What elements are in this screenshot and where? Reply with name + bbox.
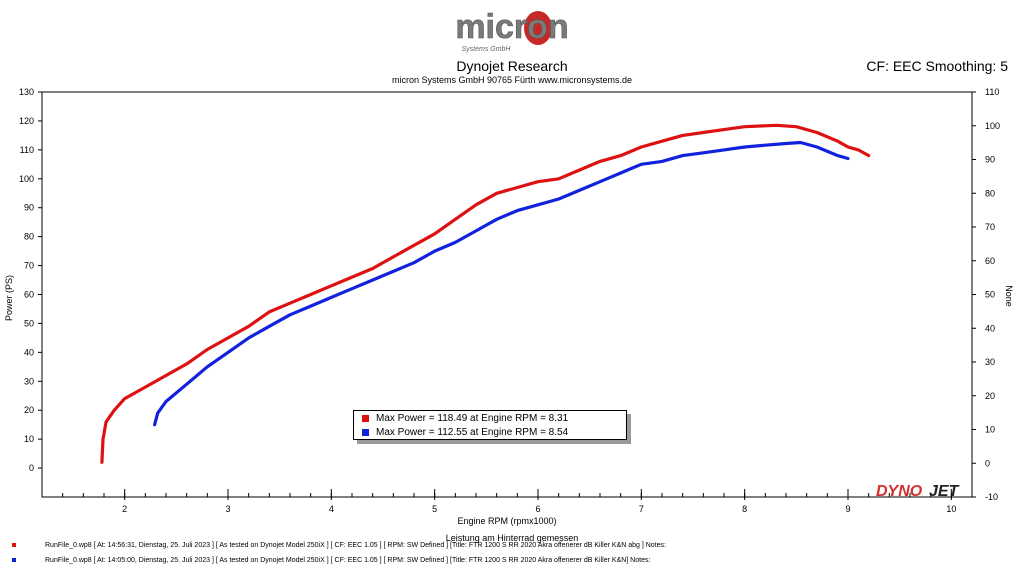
y-tick-label: 40 [24,347,34,357]
y-tick-label: 110 [20,145,34,155]
y-tick-label: 120 [19,116,34,126]
y2-tick-label: 80 [985,188,995,198]
x-tick-label: 6 [535,504,540,514]
y-axis-label: Power (PS) [4,275,14,321]
x-tick-label: 5 [432,504,437,514]
micron-logo: micron Systems GmbH [455,8,569,53]
chart-subtitle: micron Systems GmbH 90765 Fürth www.micr… [391,75,633,85]
x-tick-label: 10 [946,504,956,514]
legend-text: Max Power = 112.55 at Engine RPM = 8.54 [376,427,569,438]
x-tick-label: 4 [329,504,334,514]
y2-axis-label: None [1004,285,1014,307]
x-tick-label: 2 [122,504,127,514]
run-color-marker [12,543,16,547]
y-tick-label: 130 [19,87,34,97]
y2-tick-label: 70 [985,222,995,232]
y2-tick-label: 60 [985,256,995,266]
y-tick-label: 90 [24,203,34,213]
y2-tick-label: 10 [985,425,995,435]
legend-item-run-1: Max Power = 118.49 at Engine RPM = 8.31 [362,412,569,425]
y2-tick-label: 20 [985,391,995,401]
x-axis-label: Engine RPM (rpmx1000) [457,516,556,526]
run-info-text: RunFile_0.wp8 [ At: 14:56:31, Dienstag, … [45,542,666,549]
run-info-text: RunFile_0.wp8 [ At: 14:05:00, Dienstag, … [45,557,651,564]
power-curve-run-2 [153,140,850,427]
y-tick-label: 70 [24,261,34,271]
legend: Max Power = 118.49 at Engine RPM = 8.31 … [353,410,627,440]
y-tick-label: 0 [29,463,34,473]
y2-tick-label: 30 [985,357,995,367]
y2-tick-label: 110 [985,87,999,97]
run-color-marker [12,558,16,562]
x-tick-label: 8 [742,504,747,514]
legend-item-run-2: Max Power = 112.55 at Engine RPM = 8.54 [362,426,569,439]
y-tick-label: 60 [24,290,34,300]
dynojet-logo: DYNO JET [876,483,960,499]
dynojet-logo-text-b: JET [929,483,960,499]
chart-title: Dynojet Research [456,58,568,74]
power-curve-run-1 [100,123,871,464]
y-tick-label: 50 [24,318,34,328]
logo-wordmark: micron [455,8,568,46]
x-tick-label: 7 [639,504,644,514]
y2-tick-label: -10 [985,492,998,502]
y2-tick-label: 50 [985,290,995,300]
logo-subtext: Systems GmbH [461,46,511,53]
legend-text: Max Power = 118.49 at Engine RPM = 8.31 [376,413,569,424]
x-tick-label: 3 [225,504,230,514]
y-tick-label: 30 [24,376,34,386]
y2-tick-label: 90 [985,155,995,165]
y-tick-label: 100 [19,174,34,184]
legend-swatch [362,429,369,436]
dynojet-logo-text-a: DYNO [876,483,923,499]
y-tick-label: 80 [24,232,34,242]
y2-tick-label: 40 [985,323,995,333]
legend-swatch [362,415,369,422]
y-tick-label: 20 [24,405,34,415]
x-tick-label: 9 [845,504,850,514]
footer-note: Leistung am Hinterrad gemessen [446,533,579,543]
y-tick-label: 10 [24,434,34,444]
y2-tick-label: 100 [985,121,1000,131]
correction-factor-info: CF: EEC Smoothing: 5 [866,58,1008,74]
y2-tick-label: 0 [985,458,990,468]
